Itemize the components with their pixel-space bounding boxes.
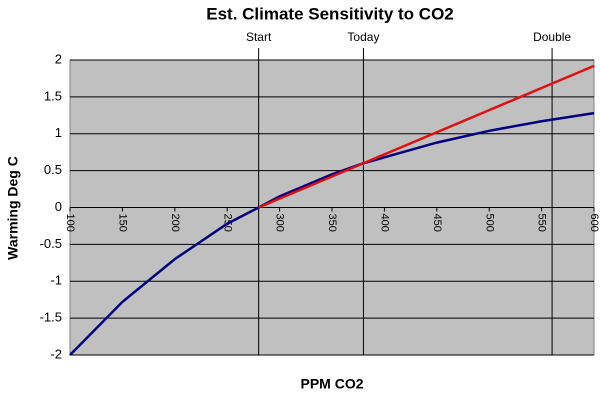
line-series (69, 111, 595, 356)
x-tick-label: 300 (274, 214, 286, 232)
x-tick-label: 450 (431, 214, 443, 232)
x-tick-label: 550 (536, 214, 548, 232)
y-tick-label: -1 (50, 273, 62, 288)
marker-label: Start (246, 30, 272, 44)
x-tick-label: 100 (64, 214, 76, 232)
x-tick-label: 500 (483, 214, 495, 232)
x-tick-label: 150 (116, 214, 128, 232)
y-tick-label: -1.5 (40, 310, 62, 325)
marker-label: Today (347, 30, 379, 44)
y-tick-label: -0.5 (40, 236, 62, 251)
y-tick-label: -2 (50, 346, 62, 361)
chart-title: Est. Climate Sensitivity to CO2 (206, 4, 454, 23)
line-series (258, 64, 595, 209)
y-axis-label: Warming Deg C (5, 156, 21, 260)
x-tick-label: 200 (169, 214, 181, 232)
y-tick-label: 0 (55, 199, 62, 214)
x-tick-label: 350 (326, 214, 338, 232)
x-tick-label: 400 (378, 214, 390, 232)
x-tick-label: 600 (588, 214, 600, 232)
marker-label: Double (533, 30, 571, 44)
y-tick-label: 0.5 (44, 162, 62, 177)
x-axis-label: PPM CO2 (300, 376, 363, 392)
y-tick-label: 1 (55, 125, 62, 140)
y-tick-label: 1.5 (44, 88, 62, 103)
y-tick-label: 2 (55, 51, 62, 66)
